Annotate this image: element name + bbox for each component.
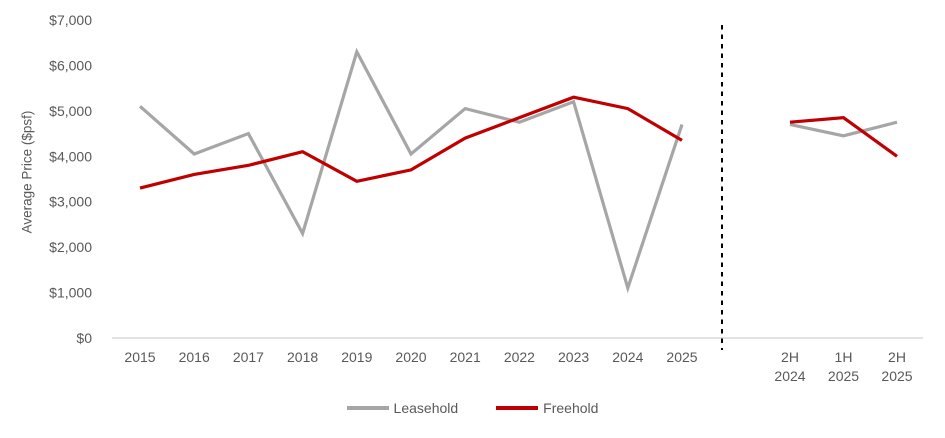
x-tick-label: 2024 (612, 349, 643, 365)
legend-item-freehold: Freehold (496, 400, 598, 416)
y-tick-label: $7,000 (49, 12, 92, 28)
x-tick-label: 2018 (287, 349, 318, 365)
x-tick-label: 2022 (504, 349, 535, 365)
x-tick-label: 2025 (666, 349, 697, 365)
y-tick-label: $5,000 (49, 103, 92, 119)
y-tick-label: $1,000 (49, 285, 92, 301)
legend-item-leasehold: Leasehold (346, 400, 459, 416)
x-tick-label: 2023 (558, 349, 589, 365)
y-axis-title: Average Price ($psf) (19, 110, 35, 234)
x-tick-label: 2H 2024 (774, 349, 805, 384)
legend-label-freehold: Freehold (543, 400, 599, 416)
x-tick-label: 2021 (450, 349, 481, 365)
leasehold-line-swatch (346, 406, 389, 410)
y-tick-label: $6,000 (49, 57, 92, 73)
x-tick-label: 2015 (124, 349, 155, 365)
series-line-leasehold-annual (138, 47, 684, 294)
series-line-freehold-annual (139, 95, 683, 190)
x-tick-label: 2020 (395, 349, 426, 365)
freehold-line-swatch (496, 406, 539, 410)
y-tick-label: $2,000 (49, 239, 92, 255)
y-tick-label: $4,000 (49, 148, 92, 164)
x-tick-label: 1H 2025 (828, 349, 859, 384)
x-tick-label: 2H 2025 (881, 349, 912, 384)
series-line-freehold-half-year (789, 116, 898, 158)
y-tick-label: $0 (76, 330, 92, 346)
legend: Leasehold Freehold (0, 400, 945, 416)
y-tick-label: $3,000 (49, 194, 92, 210)
x-tick-label: 2017 (233, 349, 264, 365)
series-line-leasehold-half-year (789, 120, 898, 138)
x-tick-label: 2016 (179, 349, 210, 365)
legend-label-leasehold: Leasehold (393, 400, 459, 416)
x-tick-label: 2019 (341, 349, 372, 365)
